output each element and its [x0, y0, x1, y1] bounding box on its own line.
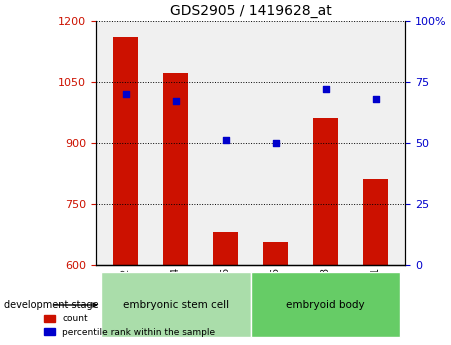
Title: GDS2905 / 1419628_at: GDS2905 / 1419628_at	[170, 4, 331, 18]
Point	[272, 140, 279, 145]
Bar	[313, 118, 338, 265]
Bar	[114, 37, 138, 265]
FancyBboxPatch shape	[251, 272, 400, 337]
Bar	[213, 232, 238, 265]
Point	[172, 98, 179, 104]
Point	[122, 91, 129, 97]
Bar	[163, 73, 189, 265]
Text: embryoid body: embryoid body	[286, 300, 365, 310]
Text: development stage: development stage	[4, 300, 98, 310]
Bar	[363, 179, 388, 265]
Legend: count, percentile rank within the sample: count, percentile rank within the sample	[41, 311, 219, 341]
Point	[372, 96, 379, 101]
FancyBboxPatch shape	[101, 272, 251, 337]
Text: embryonic stem cell: embryonic stem cell	[123, 300, 229, 310]
Point	[322, 86, 329, 92]
Point	[222, 137, 230, 143]
Bar	[263, 242, 288, 265]
